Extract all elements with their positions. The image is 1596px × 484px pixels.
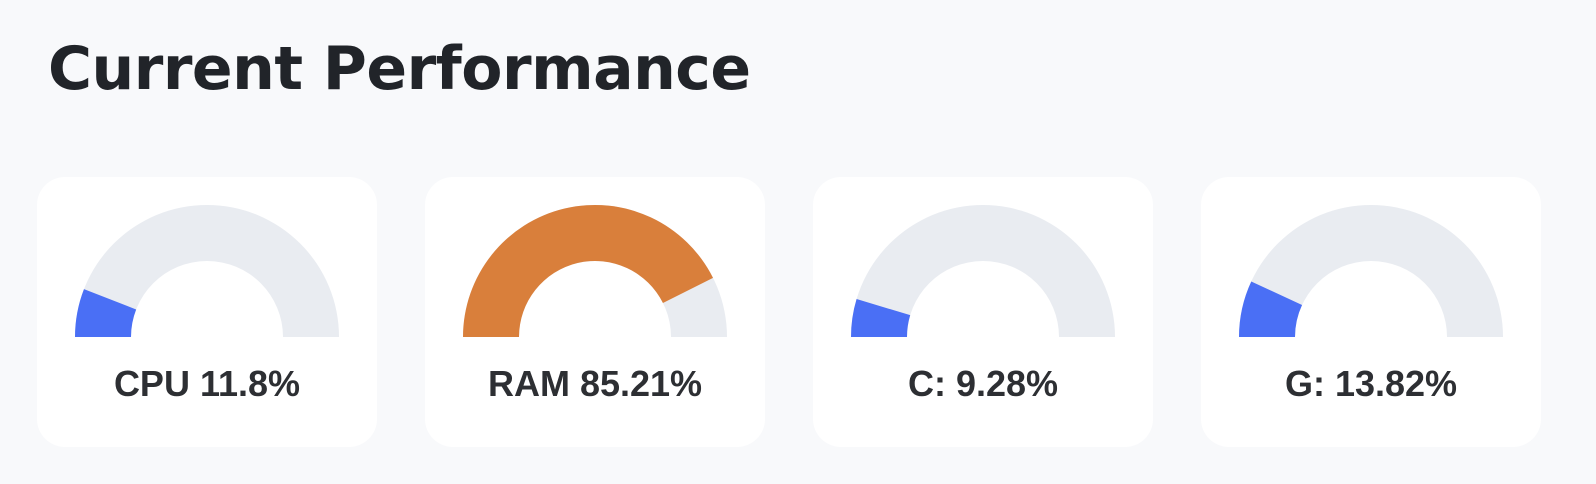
drive-c-gauge-label: C: 9.28% — [907, 363, 1059, 404]
gauge-card-drive-c: C: 9.28% — [813, 177, 1153, 447]
cpu-gauge-label: CPU 11.8% — [113, 363, 301, 404]
drive-g-gauge — [1239, 205, 1503, 337]
drive-g-gauge-track — [1239, 205, 1503, 337]
drive-c-gauge — [851, 205, 1115, 337]
ram-gauge-label: RAM 85.21% — [487, 363, 703, 404]
gauge-card-drive-g: G: 13.82% — [1201, 177, 1541, 447]
cpu-gauge-fill — [75, 289, 137, 337]
drive-g-gauge-label: G: 13.82% — [1284, 363, 1458, 404]
drive-c-gauge-track — [851, 205, 1115, 337]
page-title: Current Performance — [48, 34, 751, 104]
cpu-gauge-track — [75, 205, 339, 337]
ram-gauge-fill — [463, 204, 714, 337]
ram-gauge — [463, 204, 727, 337]
gauge-card-cpu: CPU 11.8% — [37, 177, 377, 447]
cpu-gauge — [75, 205, 339, 337]
drive-c-gauge-fill — [851, 299, 911, 337]
gauge-card-ram: RAM 85.21% — [425, 177, 765, 447]
drive-g-gauge-fill — [1239, 281, 1303, 337]
gauge-cards: CPU 11.8% RAM 85.21% C: 9.28% G: 13.82% — [37, 177, 1541, 447]
